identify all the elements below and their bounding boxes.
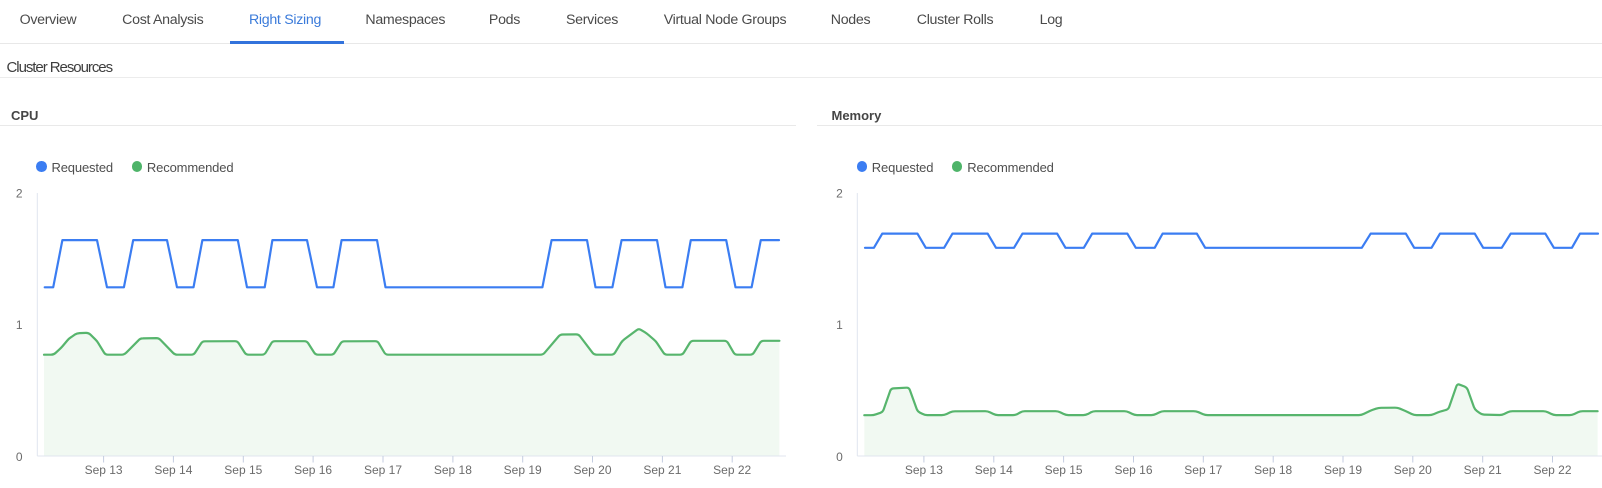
svg-text:Sep 14: Sep 14: [975, 463, 1013, 477]
svg-text:Sep 19: Sep 19: [1324, 463, 1362, 477]
svg-text:0: 0: [836, 450, 843, 464]
svg-text:Sep 22: Sep 22: [1533, 463, 1571, 477]
svg-text:2: 2: [16, 187, 23, 201]
svg-text:Sep 22: Sep 22: [713, 463, 751, 477]
svg-text:Sep 14: Sep 14: [154, 463, 192, 477]
svg-text:Sep 20: Sep 20: [573, 463, 611, 477]
svg-text:Sep 13: Sep 13: [85, 463, 123, 477]
svg-text:1: 1: [16, 318, 23, 332]
svg-text:Sep 21: Sep 21: [1464, 463, 1502, 477]
svg-text:Sep 19: Sep 19: [504, 463, 542, 477]
svg-text:Sep 16: Sep 16: [294, 463, 332, 477]
svg-text:Sep 15: Sep 15: [224, 463, 262, 477]
svg-text:Sep 16: Sep 16: [1114, 463, 1152, 477]
svg-text:0: 0: [16, 450, 23, 464]
svg-text:Sep 18: Sep 18: [1254, 463, 1292, 477]
svg-text:2: 2: [836, 187, 843, 201]
svg-text:Sep 17: Sep 17: [364, 463, 402, 477]
svg-text:Sep 15: Sep 15: [1045, 463, 1083, 477]
svg-text:Sep 17: Sep 17: [1184, 463, 1222, 477]
svg-text:Sep 13: Sep 13: [905, 463, 943, 477]
svg-text:Sep 20: Sep 20: [1394, 463, 1432, 477]
svg-text:1: 1: [836, 318, 843, 332]
svg-text:Sep 18: Sep 18: [434, 463, 472, 477]
svg-text:Sep 21: Sep 21: [643, 463, 681, 477]
